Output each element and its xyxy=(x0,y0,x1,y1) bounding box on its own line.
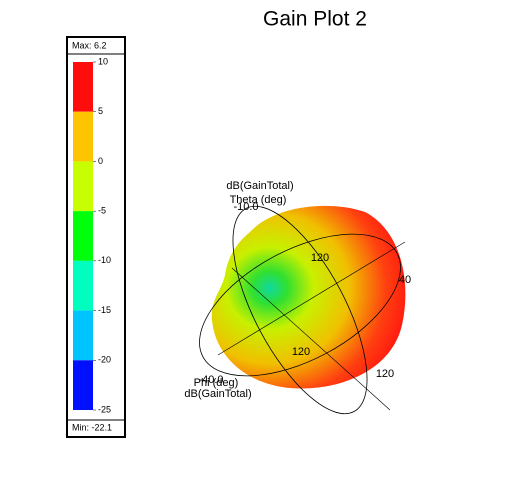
color-band xyxy=(73,360,93,410)
chart-title: Gain Plot 2 xyxy=(263,8,367,31)
color-band xyxy=(73,310,93,361)
tick-label: 10 xyxy=(98,56,108,66)
max-label: Max: 6.2 xyxy=(72,40,107,50)
tick-label: -15 xyxy=(98,305,111,315)
color-band xyxy=(73,111,93,162)
axis-annotation: -10.0 xyxy=(233,201,258,213)
axis-annotation: 40 xyxy=(399,274,411,286)
color-band xyxy=(73,161,93,212)
tick-label: -5 xyxy=(98,206,106,216)
color-band xyxy=(73,62,93,112)
tick-label: -10 xyxy=(98,255,111,265)
axis-annotation: 120 xyxy=(376,368,394,380)
axis-annotation: Theta (deg) xyxy=(230,194,287,206)
axis-annotation: 120 xyxy=(292,346,310,358)
axis-annotation: -40.0 xyxy=(198,374,223,386)
tick-label: -20 xyxy=(98,355,111,365)
color-band xyxy=(73,211,93,261)
tick-label: 5 xyxy=(98,106,103,116)
color-band xyxy=(73,260,93,311)
tick-label: -25 xyxy=(98,404,111,414)
axis-annotation: dB(GainTotal) xyxy=(184,388,251,400)
axis-annotation: Phi (deg) xyxy=(194,377,239,389)
axis-annotation: dB(GainTotal) xyxy=(226,180,293,192)
min-label: Min: -22.1 xyxy=(72,422,112,432)
axis-annotation: 120 xyxy=(311,252,329,264)
tick-label: 0 xyxy=(98,156,103,166)
radiation-pattern xyxy=(199,205,406,415)
